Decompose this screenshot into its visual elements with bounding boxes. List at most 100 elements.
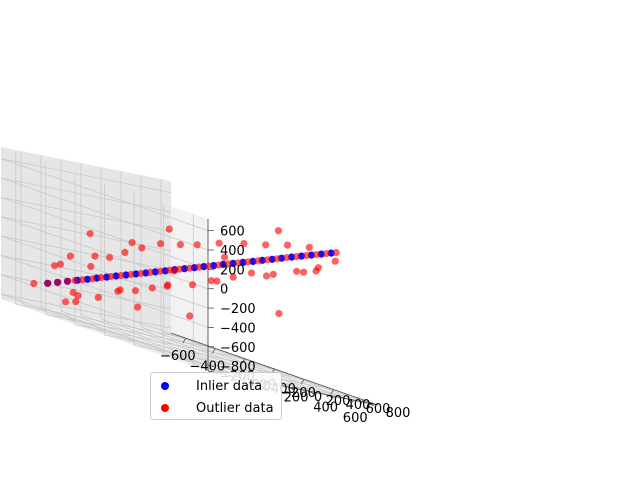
- outlier-point: [186, 312, 194, 320]
- outlier-point: [195, 263, 203, 271]
- y-grid-line-floor: [40, 306, 249, 380]
- z-grid-line-back: [0, 274, 209, 348]
- outlier-point: [121, 248, 129, 256]
- z-tick-label: −400: [220, 321, 256, 336]
- x-tick-label: 200: [284, 390, 309, 405]
- outlier-point: [146, 268, 154, 276]
- outlier-point: [293, 267, 301, 275]
- outlier-point: [331, 257, 339, 265]
- outlier-point: [117, 271, 125, 280]
- outlier-point: [205, 262, 213, 270]
- left-pane: [1, 147, 171, 333]
- x-tick-label: 400: [313, 401, 338, 416]
- outlier-point: [240, 240, 248, 248]
- y-tick-mark: [347, 398, 355, 403]
- y-tick-label: 800: [386, 406, 411, 421]
- outlier-point: [44, 279, 52, 287]
- x-tick-mark: [300, 379, 305, 385]
- y-grid-line-floor: [160, 330, 369, 404]
- outlier-point: [312, 251, 320, 259]
- outlier-point: [229, 273, 237, 281]
- outlier-point: [300, 268, 308, 276]
- outlier-point: [193, 241, 201, 249]
- outlier-point: [71, 276, 79, 285]
- z-tick-label: 0: [220, 283, 228, 298]
- outlier-point: [97, 273, 105, 282]
- outlier-point: [305, 243, 313, 251]
- y-grid-line-floor: [60, 310, 269, 384]
- outlier-point: [185, 264, 194, 272]
- z-grid-line-back: [0, 177, 209, 251]
- z-grid-line-back: [0, 255, 209, 328]
- legend: Inlier data Outlier data: [150, 372, 282, 420]
- y-tick-mark: [287, 386, 295, 391]
- data-points: [30, 225, 340, 320]
- outlier-point: [137, 269, 145, 278]
- outlier-point: [262, 272, 271, 280]
- outlier-point: [54, 278, 62, 286]
- z-grid-line-left: [0, 235, 172, 271]
- outlier-point: [114, 287, 122, 295]
- z-grid-line-left: [0, 196, 172, 232]
- y-grid-line-floor: [140, 326, 349, 400]
- outlier-point: [107, 272, 115, 281]
- legend-label-outlier: Outlier data: [196, 400, 274, 416]
- z-tick-label: 200: [220, 263, 245, 278]
- outlier-point: [220, 253, 229, 261]
- outlier-point: [322, 250, 330, 258]
- y-tick-label: 200: [326, 394, 351, 409]
- outlier-point: [262, 241, 270, 249]
- outlier-point: [215, 261, 223, 269]
- z-grid-line-left: [0, 177, 172, 213]
- outlier-point: [283, 254, 291, 262]
- outlier-point: [263, 256, 271, 264]
- inlier-marker-icon: [161, 382, 169, 390]
- outlier-point: [244, 258, 252, 266]
- outlier-point: [56, 260, 64, 268]
- outlier-point: [215, 239, 223, 247]
- outlier-point: [87, 262, 95, 271]
- z-grid-line-back: [0, 158, 209, 231]
- outlier-point: [273, 255, 281, 263]
- z-tick-label: 600: [220, 225, 245, 240]
- outlier-point: [274, 227, 282, 235]
- outlier-point: [72, 298, 80, 306]
- x-tick-mark: [182, 337, 187, 344]
- z-grid-line-left: [0, 293, 172, 329]
- outlier-point: [224, 260, 232, 268]
- outlier-point: [91, 252, 99, 260]
- outlier-point: [247, 269, 256, 277]
- outlier-point: [131, 287, 140, 295]
- outlier-point: [207, 277, 215, 285]
- outlier-point: [269, 270, 277, 278]
- outlier-point: [156, 267, 164, 275]
- outlier-point: [69, 288, 77, 297]
- z-tick-label: 400: [220, 244, 245, 259]
- outlier-point: [163, 282, 171, 290]
- outlier-point: [51, 262, 59, 270]
- outlier-point: [283, 241, 292, 249]
- y-tick-mark: [367, 402, 375, 407]
- grid-lines: [0, 151, 369, 404]
- outlier-point: [30, 279, 38, 288]
- y-tick-mark: [327, 394, 335, 399]
- z-grid-line-back: [0, 293, 209, 367]
- z-grid-line-left: [0, 158, 172, 194]
- z-grid-line-left: [0, 274, 172, 310]
- outlier-point: [165, 225, 173, 233]
- outlier-marker-icon: [161, 404, 169, 412]
- outlier-point: [275, 309, 283, 318]
- outlier-point: [94, 293, 102, 301]
- outlier-point: [63, 277, 72, 285]
- outlier-point: [62, 298, 70, 306]
- x-tick-label: 600: [343, 411, 368, 426]
- outlier-point: [170, 267, 178, 275]
- z-tick-label: −200: [220, 302, 256, 317]
- z-grid-line-back: [0, 235, 209, 309]
- outlier-point: [127, 270, 135, 279]
- outlier-point: [128, 239, 136, 247]
- outlier-point: [148, 284, 156, 292]
- outlier-point: [66, 252, 74, 260]
- outlier-point: [157, 240, 165, 248]
